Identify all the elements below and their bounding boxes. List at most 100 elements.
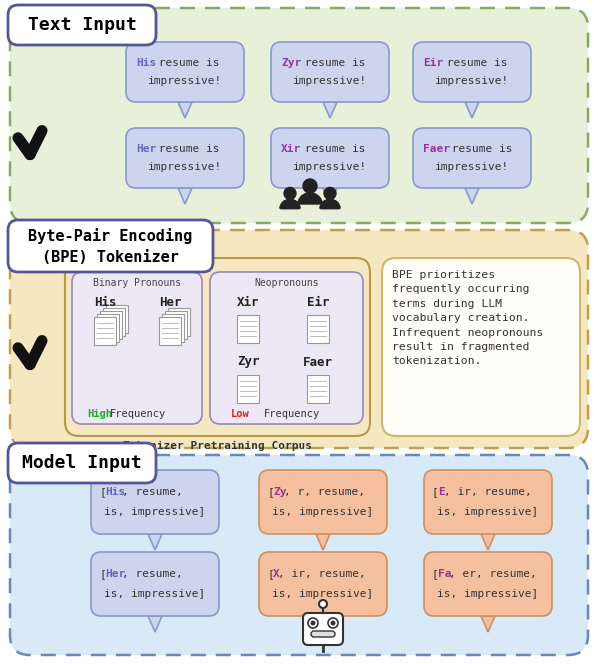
Text: Eir: Eir	[307, 295, 329, 309]
Text: Zyr: Zyr	[281, 58, 301, 68]
Text: [: [	[99, 487, 106, 497]
Text: is, impressive]: is, impressive]	[437, 507, 539, 517]
FancyBboxPatch shape	[162, 314, 184, 342]
FancyBboxPatch shape	[94, 317, 116, 345]
FancyBboxPatch shape	[259, 552, 387, 616]
Text: [: [	[99, 569, 106, 579]
Text: Frequency: Frequency	[110, 409, 166, 419]
Text: resume is: resume is	[297, 144, 365, 154]
FancyBboxPatch shape	[10, 8, 588, 223]
Text: [: [	[267, 569, 274, 579]
Text: Zy: Zy	[273, 487, 286, 497]
FancyBboxPatch shape	[106, 305, 128, 333]
FancyBboxPatch shape	[237, 315, 259, 343]
FancyBboxPatch shape	[72, 272, 202, 424]
Text: resume is: resume is	[152, 144, 220, 154]
Text: His: His	[105, 487, 125, 497]
Text: impressive!: impressive!	[435, 162, 509, 172]
FancyBboxPatch shape	[8, 220, 213, 272]
Text: Tokenizer Pretraining Corpus: Tokenizer Pretraining Corpus	[123, 441, 312, 451]
Text: impressive!: impressive!	[293, 162, 367, 172]
Text: BPE prioritizes
frequently occurring
terms during LLM
vocabulary creation.
Infre: BPE prioritizes frequently occurring ter…	[392, 270, 543, 367]
Text: His: His	[94, 295, 116, 309]
FancyBboxPatch shape	[307, 375, 329, 403]
Text: Byte-Pair Encoding
(BPE) Tokenizer: Byte-Pair Encoding (BPE) Tokenizer	[28, 228, 193, 264]
FancyBboxPatch shape	[91, 552, 219, 616]
Polygon shape	[481, 616, 495, 632]
FancyBboxPatch shape	[97, 314, 119, 342]
FancyBboxPatch shape	[8, 5, 156, 45]
Polygon shape	[323, 188, 337, 204]
FancyBboxPatch shape	[65, 258, 370, 436]
FancyBboxPatch shape	[10, 230, 588, 448]
FancyBboxPatch shape	[91, 470, 219, 534]
Text: is, impressive]: is, impressive]	[437, 589, 539, 599]
Text: is, impressive]: is, impressive]	[272, 507, 374, 517]
Polygon shape	[178, 102, 192, 118]
Text: , er, resume,: , er, resume,	[449, 569, 537, 579]
Text: Faer: Faer	[423, 144, 450, 154]
FancyBboxPatch shape	[10, 455, 588, 655]
Text: resume is: resume is	[440, 58, 507, 68]
Text: is, impressive]: is, impressive]	[272, 589, 374, 599]
FancyBboxPatch shape	[100, 311, 122, 339]
FancyBboxPatch shape	[159, 317, 181, 345]
Text: , ir, resume,: , ir, resume,	[444, 487, 531, 497]
Polygon shape	[148, 616, 162, 632]
Text: impressive!: impressive!	[148, 162, 222, 172]
Polygon shape	[148, 534, 162, 550]
Text: Her: Her	[158, 295, 181, 309]
Text: His: His	[136, 58, 156, 68]
Polygon shape	[481, 534, 495, 550]
Text: Xir: Xir	[237, 295, 260, 309]
FancyBboxPatch shape	[271, 128, 389, 188]
Text: impressive!: impressive!	[435, 76, 509, 86]
FancyBboxPatch shape	[103, 308, 125, 336]
Circle shape	[303, 179, 317, 193]
Circle shape	[328, 618, 338, 628]
Text: Xir: Xir	[281, 144, 301, 154]
FancyBboxPatch shape	[271, 42, 389, 102]
Text: Text Input: Text Input	[28, 16, 136, 34]
FancyBboxPatch shape	[413, 128, 531, 188]
Polygon shape	[316, 534, 330, 550]
Text: impressive!: impressive!	[293, 76, 367, 86]
Text: , ir, resume,: , ir, resume,	[279, 569, 366, 579]
Text: , resume,: , resume,	[121, 487, 182, 497]
Circle shape	[324, 187, 336, 199]
Text: Eir: Eir	[423, 58, 443, 68]
Circle shape	[310, 620, 316, 625]
Circle shape	[284, 187, 296, 199]
Polygon shape	[465, 102, 479, 118]
FancyBboxPatch shape	[424, 552, 552, 616]
Text: Her: Her	[105, 569, 125, 579]
Text: is, impressive]: is, impressive]	[105, 589, 206, 599]
Text: Neopronouns: Neopronouns	[254, 278, 319, 288]
Circle shape	[319, 600, 327, 608]
Text: Faer: Faer	[303, 355, 333, 369]
FancyBboxPatch shape	[259, 470, 387, 534]
Circle shape	[308, 618, 318, 628]
FancyBboxPatch shape	[413, 42, 531, 102]
FancyBboxPatch shape	[126, 128, 244, 188]
Polygon shape	[323, 102, 337, 118]
FancyBboxPatch shape	[165, 311, 187, 339]
Text: X: X	[273, 569, 280, 579]
FancyBboxPatch shape	[126, 42, 244, 102]
FancyBboxPatch shape	[303, 613, 343, 645]
Text: Frequency: Frequency	[264, 409, 320, 419]
FancyBboxPatch shape	[382, 258, 580, 436]
Polygon shape	[316, 616, 330, 632]
Text: Binary Pronouns: Binary Pronouns	[93, 278, 181, 288]
Text: Her: Her	[136, 144, 156, 154]
Polygon shape	[178, 188, 192, 204]
Text: [: [	[432, 487, 439, 497]
FancyBboxPatch shape	[210, 272, 363, 424]
Text: Model Input: Model Input	[22, 454, 142, 472]
FancyBboxPatch shape	[237, 375, 259, 403]
Text: is, impressive]: is, impressive]	[105, 507, 206, 517]
Text: Low: Low	[231, 409, 249, 419]
Circle shape	[331, 620, 335, 625]
Text: resume is: resume is	[152, 58, 220, 68]
Polygon shape	[465, 188, 479, 204]
